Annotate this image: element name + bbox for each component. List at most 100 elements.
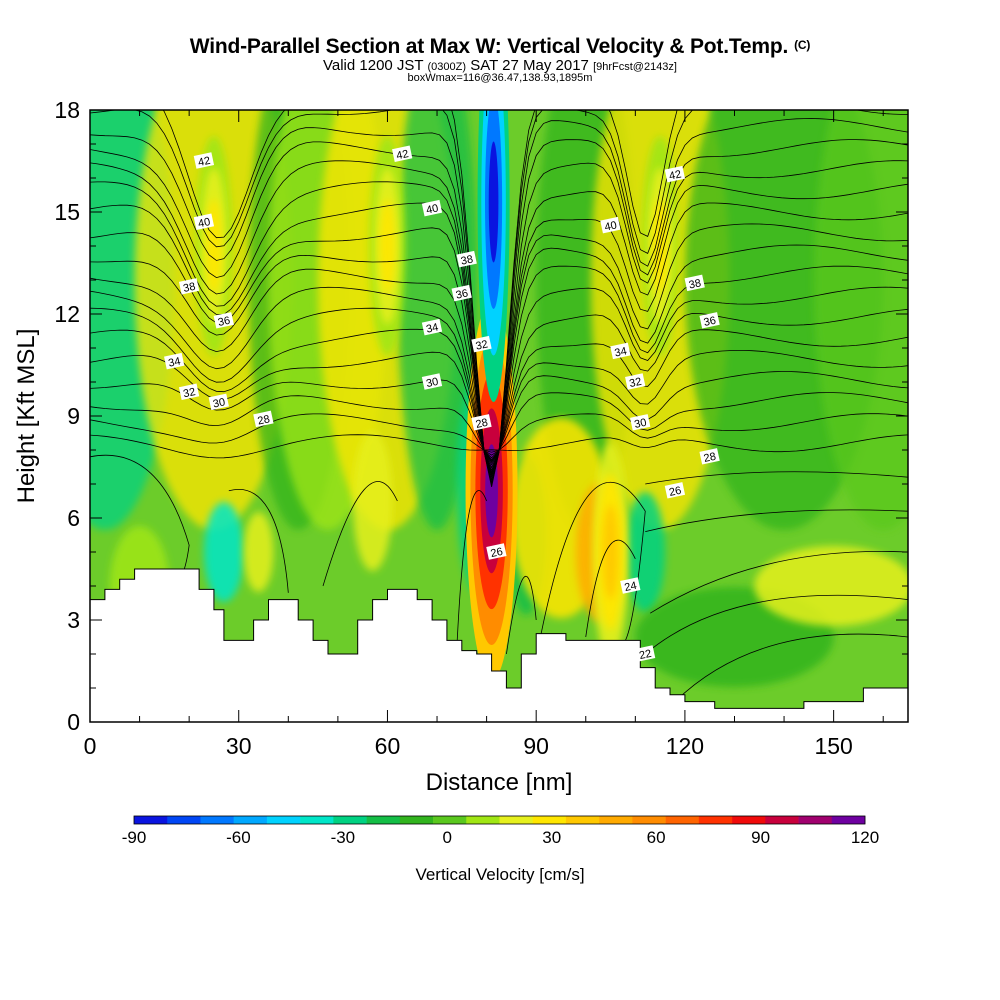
- colorbar-swatch: [599, 816, 633, 824]
- colorbar-swatch: [333, 816, 367, 824]
- contour-label: 42: [392, 145, 413, 162]
- theta-contour: [456, 490, 487, 648]
- colorbar-swatch: [798, 816, 833, 824]
- plot-area: 22 24 26 26 28 28 28 30 30 30 32 32 32 34 34 34 36 36 36 38…: [90, 110, 908, 722]
- contour-label-box: [421, 373, 443, 390]
- contour-label: 28: [253, 410, 274, 428]
- contour-label-text: 42: [395, 148, 409, 162]
- y-axis-title: Height [Kft MSL]: [13, 329, 40, 504]
- contour-label-box: [664, 482, 686, 499]
- contour-label-text: 38: [182, 281, 196, 295]
- contour-label: 30: [421, 373, 443, 390]
- colorbar-label: 0: [443, 828, 452, 847]
- contour-label-text: 36: [217, 315, 231, 329]
- contour-label-text: 30: [633, 417, 647, 431]
- colorbar-label: -30: [331, 828, 356, 847]
- theta-contour: [649, 551, 908, 614]
- colorbar-swatch: [366, 816, 401, 824]
- contour-label: 26: [486, 543, 507, 560]
- contour-label: 40: [600, 216, 621, 234]
- contour-label-text: 38: [688, 277, 702, 291]
- contour-label-text: 36: [703, 315, 717, 329]
- contour-label-box: [392, 145, 413, 162]
- contour-label: 32: [625, 373, 646, 390]
- contour-label-box: [208, 393, 229, 411]
- contour-label: 42: [193, 152, 215, 169]
- contour-label-box: [664, 165, 686, 183]
- colorbar-title: Vertical Velocity [cm/s]: [415, 865, 584, 884]
- colorbar-swatch: [433, 816, 467, 824]
- colorbar-swatch: [300, 816, 334, 824]
- field-blob: [754, 546, 908, 626]
- theta-contour: [645, 471, 908, 485]
- contour-label: 40: [421, 199, 443, 217]
- contour-label-box: [456, 250, 477, 268]
- contour-label-text: 40: [603, 219, 617, 233]
- contour-label-box: [421, 199, 443, 217]
- colorbar-frame: [133, 815, 866, 825]
- contour-label: 34: [421, 318, 443, 336]
- theta-contour: [162, 110, 678, 487]
- colorbar: -90 -60 -30 0 30 60 90 120: [122, 815, 879, 847]
- contour-label: 28: [699, 448, 720, 465]
- chart-title: Wind-Parallel Section at Max W: Vertical…: [189, 35, 811, 58]
- x-tick-label: 30: [226, 733, 252, 759]
- contour-label-box: [625, 373, 646, 390]
- contour-label-box: [699, 448, 720, 465]
- x-tick-label: 0: [84, 733, 97, 759]
- contour-label-box: [193, 152, 215, 169]
- theta-contours: [90, 110, 908, 702]
- colorbar-swatch: [167, 816, 201, 824]
- colorbar-swatch: [499, 816, 534, 824]
- valid-time: Valid 1200 JST (0300Z) SAT 27 May 2017 […: [322, 57, 677, 74]
- field-blob: [243, 512, 274, 592]
- contour-label-text: 28: [703, 451, 717, 465]
- field-cell: [602, 504, 619, 600]
- contour-label: 32: [178, 383, 200, 400]
- y-tick-label: 3: [67, 607, 80, 633]
- colorbar-swatch: [134, 816, 168, 824]
- terrain: [90, 568, 908, 722]
- theta-contour: [322, 481, 398, 587]
- contour-label-box: [610, 342, 631, 360]
- contour-label-text: 40: [197, 216, 211, 230]
- contour-label-box: [178, 278, 200, 295]
- contour-label-box: [684, 274, 705, 292]
- contour-label-text: 42: [197, 155, 211, 169]
- contour-label: 36: [213, 312, 234, 329]
- x-tick-label: 150: [814, 733, 852, 759]
- contour-label-text: 28: [256, 413, 270, 427]
- contour-label: 36: [451, 284, 472, 302]
- contour-label-text: 36: [455, 287, 469, 301]
- contour-label: 34: [164, 352, 185, 370]
- contour-label-box: [620, 577, 641, 594]
- contour-label: 40: [193, 213, 215, 230]
- contour-label: 34: [610, 342, 631, 360]
- colorbar-swatch: [565, 816, 600, 824]
- field-cell: [206, 198, 222, 294]
- colorbar-swatch: [831, 816, 866, 824]
- contour-label-text: 28: [475, 417, 489, 431]
- contour-label-text: 26: [489, 546, 503, 560]
- theta-contour: [644, 594, 908, 655]
- y-tick-label: 12: [54, 301, 80, 327]
- field-blob: [204, 502, 244, 602]
- colorbar-label: -60: [226, 828, 251, 847]
- x-tick-label: 60: [375, 733, 401, 759]
- contour-label-text: 40: [425, 202, 439, 216]
- y-tick-label: 9: [67, 403, 80, 429]
- contour-label-box: [634, 645, 656, 662]
- theta-contour: [674, 633, 908, 702]
- contour-label-text: 34: [425, 321, 439, 335]
- contour-label: 26: [664, 482, 686, 499]
- contour-label-box: [699, 312, 720, 329]
- x-axis-title: Distance [nm]: [426, 769, 573, 796]
- contour-label-box: [213, 312, 234, 329]
- colorbar-label: 90: [751, 828, 770, 847]
- copyright-mark: (C): [794, 38, 811, 52]
- box-info: boxWmax=116@36.47,138.93,1895m: [407, 72, 593, 84]
- y-tick-label: 0: [67, 709, 80, 735]
- contour-label-text: 32: [475, 338, 489, 352]
